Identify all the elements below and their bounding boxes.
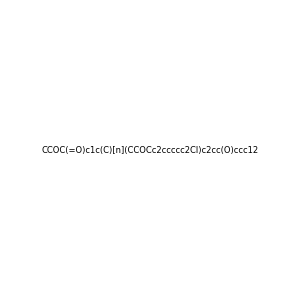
Text: CCOC(=O)c1c(C)[n](CCOCc2ccccc2Cl)c2cc(O)ccc12: CCOC(=O)c1c(C)[n](CCOCc2ccccc2Cl)c2cc(O)… <box>41 146 259 154</box>
